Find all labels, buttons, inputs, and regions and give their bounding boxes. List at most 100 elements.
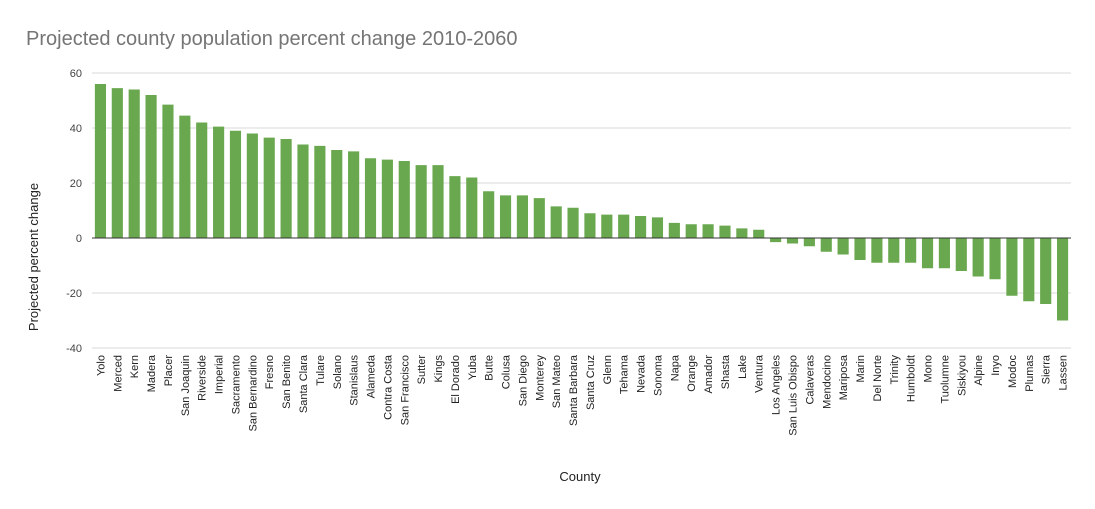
bar: [449, 176, 461, 238]
bar: [905, 238, 917, 263]
bar: [432, 165, 444, 238]
x-tick-label: Calaveras: [804, 355, 816, 405]
x-tick-label: Mariposa: [838, 354, 850, 400]
bar: [989, 238, 1001, 280]
bar: [398, 161, 410, 238]
x-tick-label: Tuolumne: [939, 355, 951, 404]
y-tick-label: 60: [70, 68, 82, 80]
x-tick-label: Nevada: [636, 354, 648, 393]
x-tick-label: Tulare: [315, 355, 327, 386]
bar: [651, 217, 664, 238]
bar: [854, 238, 866, 260]
bar: [499, 195, 512, 238]
bar: [348, 151, 360, 238]
bar: [668, 222, 680, 238]
x-tick-label: Imperial: [214, 355, 226, 394]
x-tick-label: Amador: [703, 355, 715, 394]
bar: [719, 225, 731, 238]
bar: [803, 238, 815, 247]
bar: [1056, 238, 1069, 321]
bar: [196, 122, 208, 238]
bar: [364, 158, 377, 238]
x-tick-label: Stanislaus: [349, 355, 361, 406]
bar: [263, 137, 275, 238]
x-tick-label: Sacramento: [230, 355, 242, 414]
bar: [1006, 238, 1018, 296]
x-tick-label: Shasta: [720, 354, 732, 389]
bar: [111, 88, 123, 238]
x-tick-label: San Bernardino: [247, 355, 259, 431]
bar: [786, 238, 799, 244]
bar: [871, 238, 883, 263]
x-tick-label: Modoc: [1007, 355, 1019, 389]
y-tick-label: 40: [70, 123, 82, 135]
x-tick-label: Mono: [923, 355, 935, 383]
bar: [1023, 238, 1035, 302]
bar: [516, 195, 528, 238]
x-tick-label: Madera: [146, 354, 158, 392]
x-tick-label: Sierra: [1041, 354, 1053, 384]
y-axis-ticks: 60 40 20 0 -20 -40: [66, 68, 82, 355]
x-tick-label: Humboldt: [906, 355, 918, 402]
x-tick-label: San Francisco: [399, 355, 411, 425]
bar: [1040, 238, 1052, 304]
x-tick-label: Tehama: [619, 354, 631, 394]
bar: [685, 224, 697, 238]
bar: [314, 145, 326, 238]
x-tick-label: Monterey: [534, 355, 546, 401]
x-tick-label: Merced: [112, 355, 124, 392]
bar: [567, 207, 579, 238]
bars: [94, 84, 1069, 321]
bar: [213, 126, 225, 238]
x-tick-label: San Diego: [517, 355, 529, 406]
x-tick-label: San Mateo: [551, 355, 563, 408]
bar: [297, 144, 309, 238]
x-tick-label: San Joaquin: [180, 355, 192, 416]
x-tick-label: Lassen: [1058, 355, 1070, 390]
x-tick-label: Inyo: [990, 355, 1002, 376]
bar: [601, 214, 613, 238]
bar: [381, 159, 393, 238]
x-axis-labels: Yolo Merced Kern Madera Placer San Joaquin Riv…: [95, 354, 1069, 436]
x-tick-label: Contra Costa: [382, 354, 394, 420]
x-tick-label: Trinity: [889, 355, 901, 385]
bar: [94, 84, 107, 238]
x-tick-label: Napa: [669, 354, 681, 381]
x-tick-label: Los Angeles: [771, 355, 783, 415]
x-tick-label: Plumas: [1024, 355, 1036, 392]
x-tick-label: Alameda: [366, 354, 378, 398]
x-tick-label: Sonoma: [652, 354, 664, 396]
x-tick-label: Santa Clara: [298, 354, 310, 413]
y-tick-label: 0: [76, 233, 82, 245]
x-tick-label: Santa Cruz: [585, 355, 597, 410]
x-tick-label: Lake: [737, 355, 749, 379]
x-tick-label: Marin: [855, 355, 867, 383]
x-tick-label: Yuba: [467, 354, 479, 380]
x-tick-label: Yolo: [95, 355, 107, 376]
bar: [702, 224, 714, 238]
x-axis-title: County: [559, 469, 601, 484]
x-tick-label: Kings: [433, 355, 445, 383]
bar: [162, 104, 174, 238]
x-tick-label: Alpine: [973, 355, 985, 386]
bar: [921, 238, 934, 269]
x-tick-label: Mendocino: [821, 355, 833, 409]
bar: [972, 238, 984, 277]
x-tick-label: Glenn: [602, 355, 614, 384]
x-tick-label: Ventura: [754, 354, 766, 393]
x-tick-label: Butte: [484, 355, 496, 381]
x-tick-label: San Benito: [281, 355, 293, 409]
bar: [618, 214, 630, 238]
x-tick-label: San Luis Obispo: [787, 355, 799, 436]
bar: [955, 238, 967, 271]
bar: [938, 238, 950, 269]
bar: [415, 165, 427, 238]
bar: [888, 238, 900, 263]
bar: [229, 130, 242, 238]
x-tick-label: Solano: [332, 355, 344, 389]
bar: [550, 206, 562, 238]
y-tick-label: -40: [66, 343, 82, 355]
bar: [246, 133, 258, 238]
bar: [145, 95, 157, 238]
